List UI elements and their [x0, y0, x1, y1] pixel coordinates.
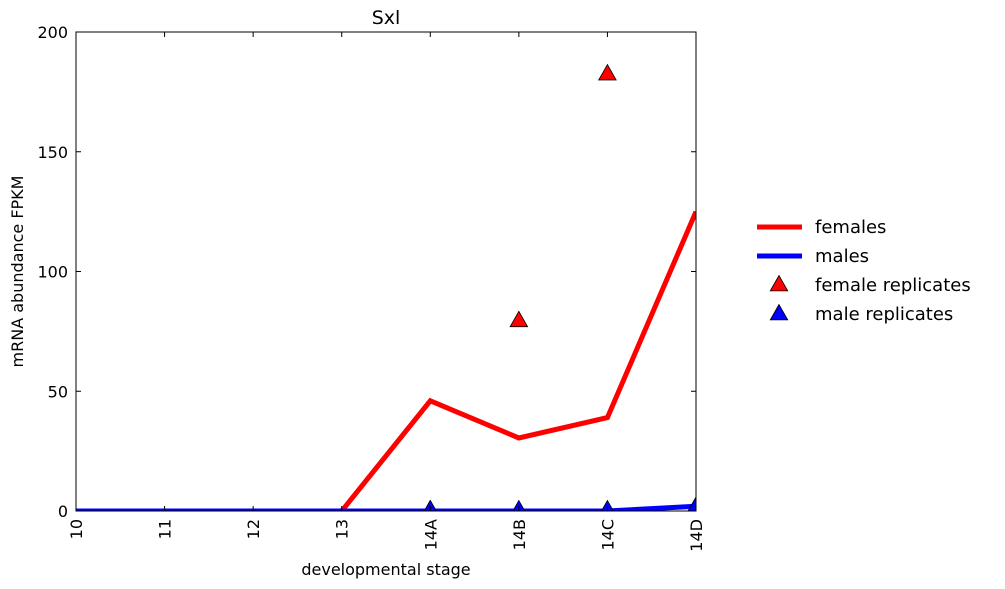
marker-male-replicates-14D [687, 496, 696, 511]
legend-label: females [815, 217, 886, 238]
legend-swatch-triangle [769, 303, 789, 321]
x-tick-label: 14D [687, 519, 706, 552]
x-tick-label: 14B [510, 519, 529, 550]
x-tick-label: 13 [333, 519, 352, 539]
x-axis-label: developmental stage [301, 560, 470, 579]
legend: females males female replicates male replic… [757, 217, 971, 325]
legend-label: males [815, 246, 869, 267]
marker-male-replicates-14C [601, 499, 614, 511]
marker-male-replicates-14A [423, 499, 437, 511]
y-tick-label: 50 [48, 382, 68, 401]
legend-label: male replicates [815, 304, 953, 325]
y-tick-label: 150 [37, 143, 68, 162]
y-axis-label: mRNA abundance FPKM [8, 176, 27, 368]
plot-area [76, 63, 696, 511]
legend-swatch-triangle [769, 274, 789, 292]
legend-label: female replicates [815, 275, 971, 296]
marker-female-replicates-14B [509, 310, 529, 328]
axis-ticks: 0 50 100 150 200 10 11 12 13 14A 14B 14C 14D [37, 23, 706, 552]
series-line-females [76, 210, 696, 511]
y-tick-label: 0 [58, 502, 68, 521]
x-tick-label: 14A [421, 519, 440, 550]
marker-male-replicates-14B [512, 499, 526, 511]
x-tick-label: 14C [598, 519, 617, 551]
y-tick-label: 100 [37, 263, 68, 282]
y-tick-label: 200 [37, 23, 68, 42]
x-tick-label: 12 [244, 519, 263, 539]
marker-female-replicates-14C [598, 63, 617, 81]
axes-frame [75, 31, 697, 512]
x-tick-label: 11 [156, 519, 175, 539]
chart-title: Sxl [372, 7, 401, 29]
x-tick-label: 10 [67, 519, 86, 539]
